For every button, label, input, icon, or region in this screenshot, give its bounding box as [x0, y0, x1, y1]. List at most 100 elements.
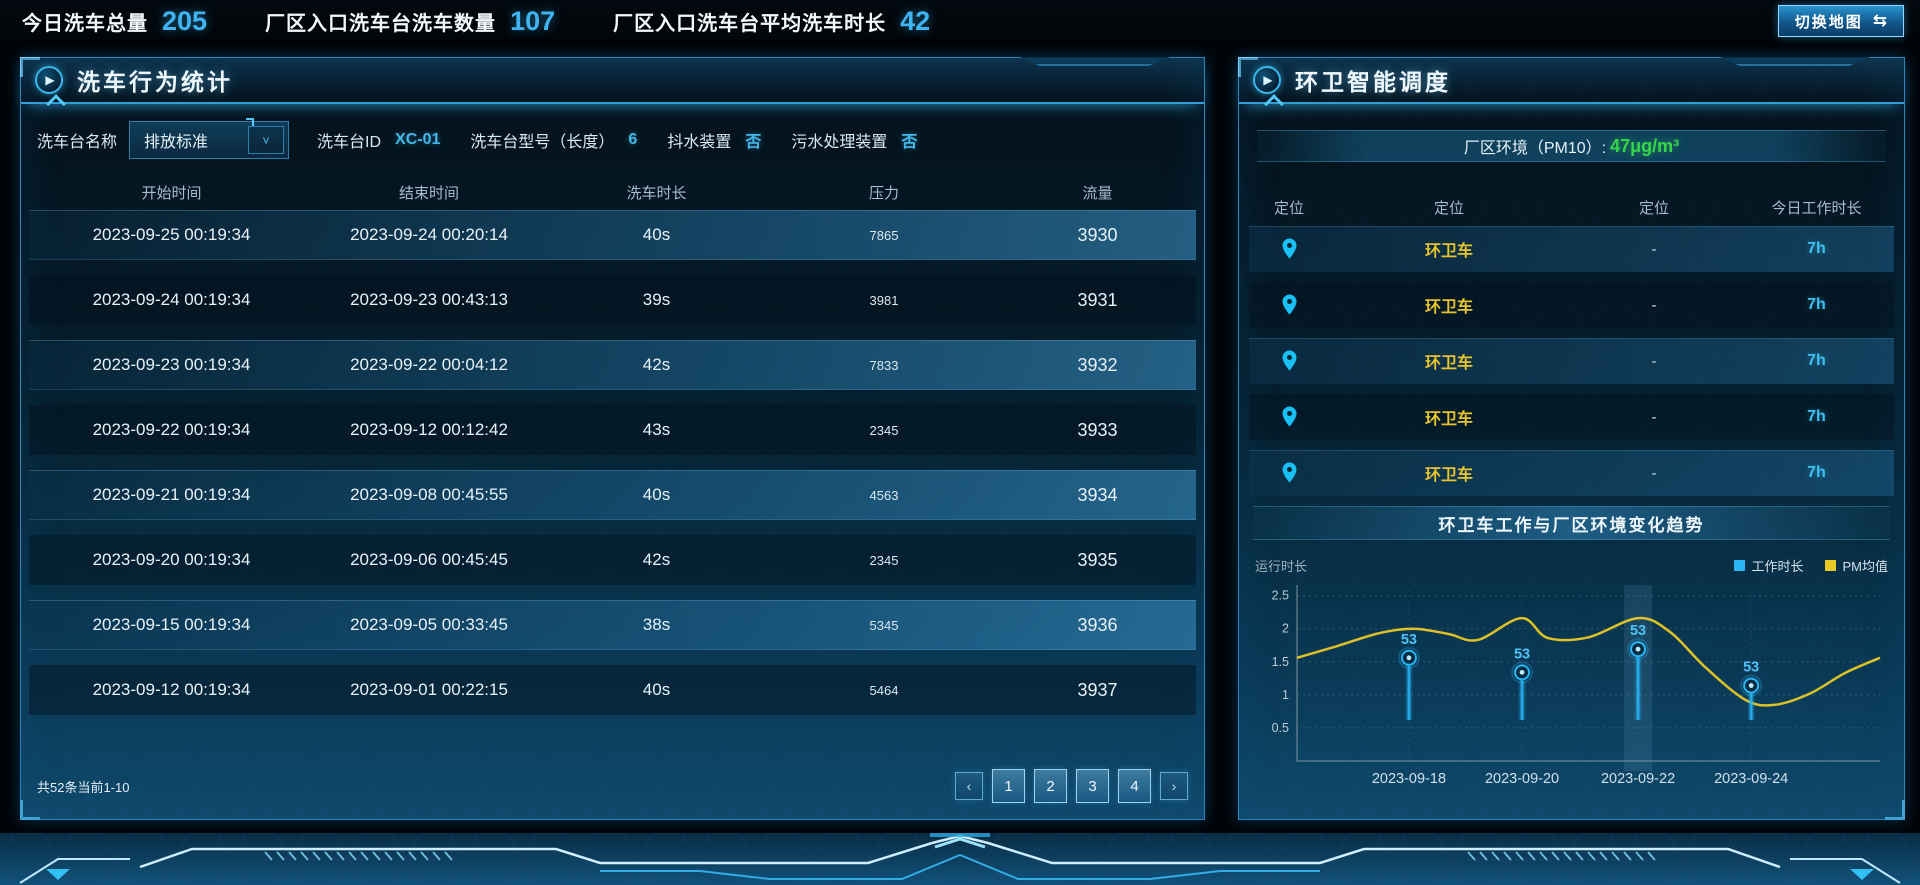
- switch-map-button[interactable]: 切换地图 ⇆: [1777, 5, 1904, 37]
- locate-placeholder: -: [1651, 464, 1657, 482]
- cell: 2345: [869, 552, 899, 568]
- dispatch-table-body: 环卫车 - 7h 环卫车 - 7h 环卫车 - 7h 环卫车 - 7h 环卫车 - 7h: [1249, 226, 1894, 496]
- svg-text:1.5: 1.5: [1272, 655, 1289, 669]
- svg-text:2023-09-20: 2023-09-20: [1485, 771, 1559, 787]
- col-start-time: 开始时间: [141, 184, 202, 202]
- location-pin-icon[interactable]: [1249, 349, 1329, 373]
- prev-page-button[interactable]: ‹: [955, 772, 983, 800]
- col-work-hours: 今日工作时长: [1771, 199, 1862, 217]
- stat-entrance-count: 厂区入口洗车台洗车数量 107: [265, 6, 555, 37]
- pm10-value: 47μg/m³: [1610, 135, 1680, 156]
- dispatch-table-row: 环卫车 - 7h: [1249, 282, 1894, 328]
- location-pin-icon[interactable]: [1249, 461, 1329, 485]
- station-id-label: 洗车台ID: [317, 134, 382, 151]
- col-flow: 流量: [1082, 184, 1113, 202]
- cell: 43s: [642, 420, 671, 439]
- swap-arrows-icon: ⇆: [1872, 11, 1887, 30]
- svg-text:2023-09-24: 2023-09-24: [1714, 771, 1788, 787]
- dispatch-panel-title: 环卫智能调度: [1295, 69, 1451, 95]
- chevron-down-icon[interactable]: ˅: [248, 126, 285, 154]
- cell: 3935: [1077, 549, 1118, 570]
- dispatch-table-header: 定位 定位 定位 今日工作时长: [1249, 192, 1894, 222]
- cell: 2023-09-15 00:19:34: [92, 615, 251, 634]
- cell: 40s: [642, 225, 671, 244]
- dispatch-panel-header: ▶ 环卫智能调度: [1239, 58, 1904, 114]
- dispatch-table-row: 环卫车 - 7h: [1249, 338, 1894, 384]
- vehicle-name: 环卫车: [1424, 243, 1473, 260]
- pagination: ‹ 1 2 3 4 ›: [955, 769, 1188, 803]
- dispatch-table-row: 环卫车 - 7h: [1249, 394, 1894, 440]
- col-locate-3: 定位: [1638, 199, 1669, 217]
- cell: 3932: [1077, 354, 1118, 375]
- wash-table-header: 开始时间 结束时间 洗车时长 压力 流量: [29, 176, 1196, 208]
- chevron-up-decoration: [1264, 94, 1284, 114]
- page-button-3[interactable]: 3: [1076, 769, 1109, 803]
- stat-value: 107: [510, 5, 556, 36]
- wash-table-footer: 共52条当前1-10 ‹ 1 2 3 4 ›: [37, 769, 1188, 803]
- work-hours-value: 7h: [1807, 408, 1826, 425]
- work-hours-value: 7h: [1807, 240, 1826, 257]
- wash-table-row: 2023-09-23 00:19:34 2023-09-22 00:04:12 42…: [29, 340, 1196, 390]
- location-pin-icon[interactable]: [1249, 237, 1329, 261]
- y-axis-name: 运行时长: [1255, 559, 1308, 574]
- cell: 2023-09-08 00:45:55: [350, 485, 508, 504]
- stat-label: 今日洗车总量: [22, 12, 148, 35]
- pm10-label: 厂区环境（PM10）:: [1463, 140, 1607, 157]
- corner-decoration: [20, 800, 40, 820]
- chart-header: 运行时长 工作时长 PM均值: [1255, 556, 1888, 575]
- wash-table-row: 2023-09-24 00:19:34 2023-09-23 00:43:13 39…: [29, 275, 1196, 325]
- cell: 2023-09-20 00:19:34: [92, 550, 251, 569]
- wash-filter-row: 洗车台名称 排放标准 ˅ 洗车台ID XC-01 洗车台型号（长度） 6 抖水装…: [21, 118, 1204, 160]
- location-pin-icon[interactable]: [1249, 405, 1329, 429]
- svg-text:2: 2: [1282, 622, 1289, 636]
- col-duration: 洗车时长: [626, 184, 687, 202]
- wash-table-row: 2023-09-25 00:19:34 2023-09-24 00:20:14 40…: [29, 210, 1196, 260]
- station-id-value: XC-01: [395, 131, 441, 148]
- top-stats-bar: 今日洗车总量 205 厂区入口洗车台洗车数量 107 厂区入口洗车台平均洗车时长…: [0, 0, 1920, 42]
- cell: 2023-09-23 00:43:13: [350, 290, 508, 309]
- play-circle-icon: ▶: [35, 66, 63, 94]
- vehicle-name: 环卫车: [1424, 411, 1473, 428]
- pm10-status-bar: 厂区环境（PM10）: 47μg/m³: [1257, 130, 1886, 162]
- cell: 3981: [869, 292, 899, 308]
- cell: 3930: [1077, 224, 1118, 245]
- stat-label: 厂区入口洗车台洗车数量: [265, 12, 497, 35]
- cell: 3934: [1077, 484, 1118, 505]
- wash-behavior-panel: ▶ 洗车行为统计 洗车台名称 排放标准 ˅ 洗车台ID XC-01 洗车台型号（…: [20, 57, 1206, 821]
- cell: 40s: [642, 485, 671, 504]
- cell: 40s: [642, 680, 671, 699]
- cell: 42s: [642, 355, 671, 374]
- page-button-2[interactable]: 2: [1034, 769, 1067, 803]
- cell: 38s: [642, 615, 671, 634]
- work-hours-value: 7h: [1807, 352, 1826, 369]
- trend-chart: 0.5 1 1.5 2 2.5 2023-09-18 2023-09-20 2023-09-2…: [1272, 585, 1881, 787]
- work-hours-value: 7h: [1807, 464, 1826, 481]
- locate-placeholder: -: [1651, 408, 1657, 426]
- cell: 2023-09-12 00:19:34: [92, 680, 251, 699]
- vehicle-name: 环卫车: [1424, 467, 1473, 484]
- wash-table-row: 2023-09-20 00:19:34 2023-09-06 00:45:45 42…: [29, 535, 1196, 585]
- footer-tech-decoration: [0, 833, 1920, 885]
- dispatch-table-row: 环卫车 - 7h: [1249, 450, 1894, 496]
- station-name-select[interactable]: 排放标准 ˅: [129, 118, 290, 159]
- sanitation-dispatch-panel: ▶ 环卫智能调度 厂区环境（PM10）: 47μg/m³ 定位 定位 定位 今日…: [1238, 57, 1906, 821]
- next-page-button[interactable]: ›: [1160, 772, 1188, 800]
- legend-pm-avg: PM均值: [1825, 556, 1888, 575]
- cell: 3931: [1077, 289, 1118, 310]
- page-button-4[interactable]: 4: [1118, 769, 1151, 803]
- cell: 2023-09-05 00:33:45: [350, 615, 508, 634]
- station-name-label: 洗车台名称: [37, 134, 118, 151]
- work-hours-value: 7h: [1807, 296, 1826, 313]
- cell: 5345: [869, 617, 899, 633]
- locate-placeholder: -: [1651, 352, 1657, 370]
- wash-table-row: 2023-09-15 00:19:34 2023-09-05 00:33:45 38…: [29, 600, 1196, 650]
- page-button-1[interactable]: 1: [992, 769, 1025, 803]
- stat-label: 厂区入口洗车台平均洗车时长: [613, 12, 887, 35]
- location-pin-icon[interactable]: [1249, 293, 1329, 317]
- corner-decoration: [1885, 800, 1905, 820]
- legend-swatch-blue: [1734, 560, 1746, 571]
- cell: 2023-09-12 00:12:42: [350, 420, 508, 439]
- col-end-time: 结束时间: [398, 184, 459, 202]
- cell: 2023-09-24 00:19:34: [92, 290, 251, 309]
- switch-map-label: 切换地图: [1794, 13, 1863, 31]
